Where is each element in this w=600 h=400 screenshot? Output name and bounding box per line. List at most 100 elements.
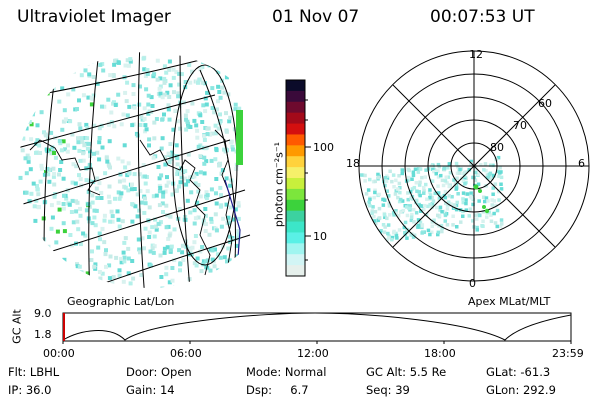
emission-pixel	[72, 145, 77, 150]
emission-pixel	[21, 69, 26, 74]
emission-pixel	[212, 110, 217, 115]
emission-pixel	[169, 157, 174, 161]
emission-pixel	[24, 126, 29, 131]
emission-pixel	[143, 196, 147, 201]
emission-pixel	[45, 91, 50, 96]
emission-pixel	[167, 95, 172, 99]
emission-pixel	[231, 263, 236, 268]
emission-pixel	[212, 264, 217, 269]
emission-pixel	[119, 256, 123, 261]
emission-pixel	[198, 194, 203, 199]
emission-pixel	[444, 201, 448, 206]
emission-pixel	[188, 210, 193, 215]
emission-pixel	[20, 148, 25, 153]
emission-pixel	[372, 219, 376, 223]
emission-pixel	[492, 211, 496, 216]
emission-pixel	[94, 208, 99, 213]
emission-pixel	[123, 63, 128, 68]
emission-pixel	[64, 72, 69, 77]
emission-pixel	[190, 69, 194, 74]
emission-pixel	[204, 222, 208, 227]
emission-pixel	[58, 266, 63, 270]
emission-pixel	[195, 200, 200, 205]
emission-pixel	[428, 232, 432, 237]
emission-pixel	[145, 68, 150, 72]
emission-pixel	[215, 252, 220, 257]
info-glon: GLon: 292.9	[486, 383, 556, 397]
emission-pixel	[105, 159, 110, 164]
emission-pixel	[177, 71, 182, 76]
colorbar-segment	[286, 80, 305, 92]
emission-pixel	[142, 210, 147, 215]
emission-pixel	[180, 250, 185, 255]
emission-pixel	[37, 260, 42, 265]
altitude-xtick: 12:00	[297, 347, 329, 360]
emission-pixel	[451, 223, 455, 227]
colorbar-segment	[286, 178, 305, 190]
emission-pixel	[167, 233, 172, 238]
emission-pixel	[171, 75, 176, 80]
emission-pixel	[484, 196, 489, 200]
emission-pixel	[152, 120, 157, 125]
emission-pixel	[159, 173, 164, 178]
emission-pixel	[461, 200, 465, 205]
emission-pixel	[92, 208, 97, 213]
emission-pixel	[374, 221, 378, 226]
emission-pixel	[467, 167, 471, 172]
emission-pixel	[106, 122, 111, 127]
emission-pixel	[377, 206, 382, 211]
emission-pixel	[177, 104, 182, 109]
emission-pixel	[28, 249, 33, 254]
emission-pixel	[437, 164, 441, 169]
emission-pixel	[66, 92, 71, 97]
emission-pixel	[184, 290, 188, 294]
emission-pixel	[368, 177, 372, 182]
emission-pixel	[61, 176, 66, 181]
emission-pixel	[426, 204, 430, 209]
emission-pixel	[497, 198, 501, 202]
emission-pixel	[59, 148, 64, 153]
emission-pixel	[432, 169, 436, 174]
emission-pixel	[428, 195, 432, 200]
emission-pixel	[100, 104, 104, 109]
emission-pixel	[224, 129, 229, 134]
emission-pixel	[172, 258, 177, 263]
emission-pixel	[471, 202, 475, 207]
emission-pixel	[159, 146, 164, 151]
polar-grid	[358, 50, 590, 282]
emission-pixel	[424, 168, 428, 172]
emission-pixel	[160, 95, 165, 100]
emission-pixel	[130, 123, 135, 128]
emission-pixel	[201, 59, 206, 64]
emission-pixel	[52, 266, 57, 271]
emission-pixel	[383, 176, 388, 180]
emission-pixel	[485, 175, 490, 180]
emission-pixel	[83, 286, 88, 288]
emission-pixel	[131, 276, 136, 281]
emission-pixel	[383, 225, 387, 229]
emission-pixel	[481, 224, 485, 228]
emission-pixel	[126, 271, 131, 276]
emission-pixel	[89, 258, 94, 262]
emission-pixel	[392, 185, 396, 189]
emission-pixel	[200, 65, 205, 69]
emission-pixel	[103, 171, 108, 176]
emission-pixel	[204, 190, 209, 195]
emission-pixel	[151, 155, 156, 160]
mlat-label-60: 60	[538, 97, 552, 110]
emission-pixel	[422, 203, 427, 208]
emission-pixel	[95, 81, 100, 86]
colorbar-unit-label: photon cm⁻²s⁻¹	[272, 141, 286, 228]
emission-pixel	[78, 213, 83, 218]
emission-pixel	[175, 162, 180, 167]
emission-pixel	[97, 270, 102, 274]
emission-pixel	[397, 174, 401, 178]
emission-pixel	[158, 220, 163, 225]
emission-pixel	[223, 279, 228, 284]
emission-pixel	[83, 68, 88, 73]
emission-pixel	[442, 166, 446, 171]
emission-pixel	[456, 192, 460, 196]
emission-pixel	[165, 175, 169, 180]
emission-pixel	[107, 276, 112, 281]
emission-pixel	[403, 220, 408, 225]
